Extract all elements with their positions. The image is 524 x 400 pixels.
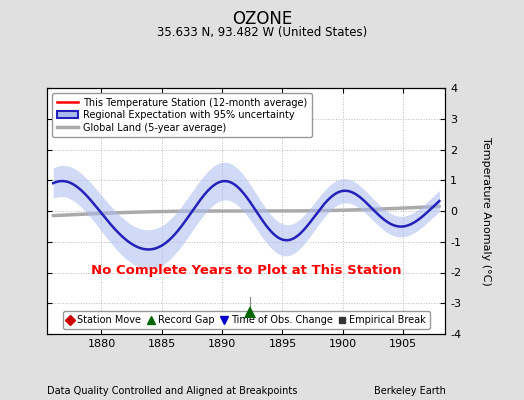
- Y-axis label: Temperature Anomaly (°C): Temperature Anomaly (°C): [481, 137, 491, 285]
- Text: OZONE: OZONE: [232, 10, 292, 28]
- Text: Data Quality Controlled and Aligned at Breakpoints: Data Quality Controlled and Aligned at B…: [47, 386, 298, 396]
- Text: Berkeley Earth: Berkeley Earth: [374, 386, 445, 396]
- Legend: Station Move, Record Gap, Time of Obs. Change, Empirical Break: Station Move, Record Gap, Time of Obs. C…: [63, 311, 430, 329]
- Text: 35.633 N, 93.482 W (United States): 35.633 N, 93.482 W (United States): [157, 26, 367, 39]
- Text: No Complete Years to Plot at This Station: No Complete Years to Plot at This Statio…: [91, 264, 401, 276]
